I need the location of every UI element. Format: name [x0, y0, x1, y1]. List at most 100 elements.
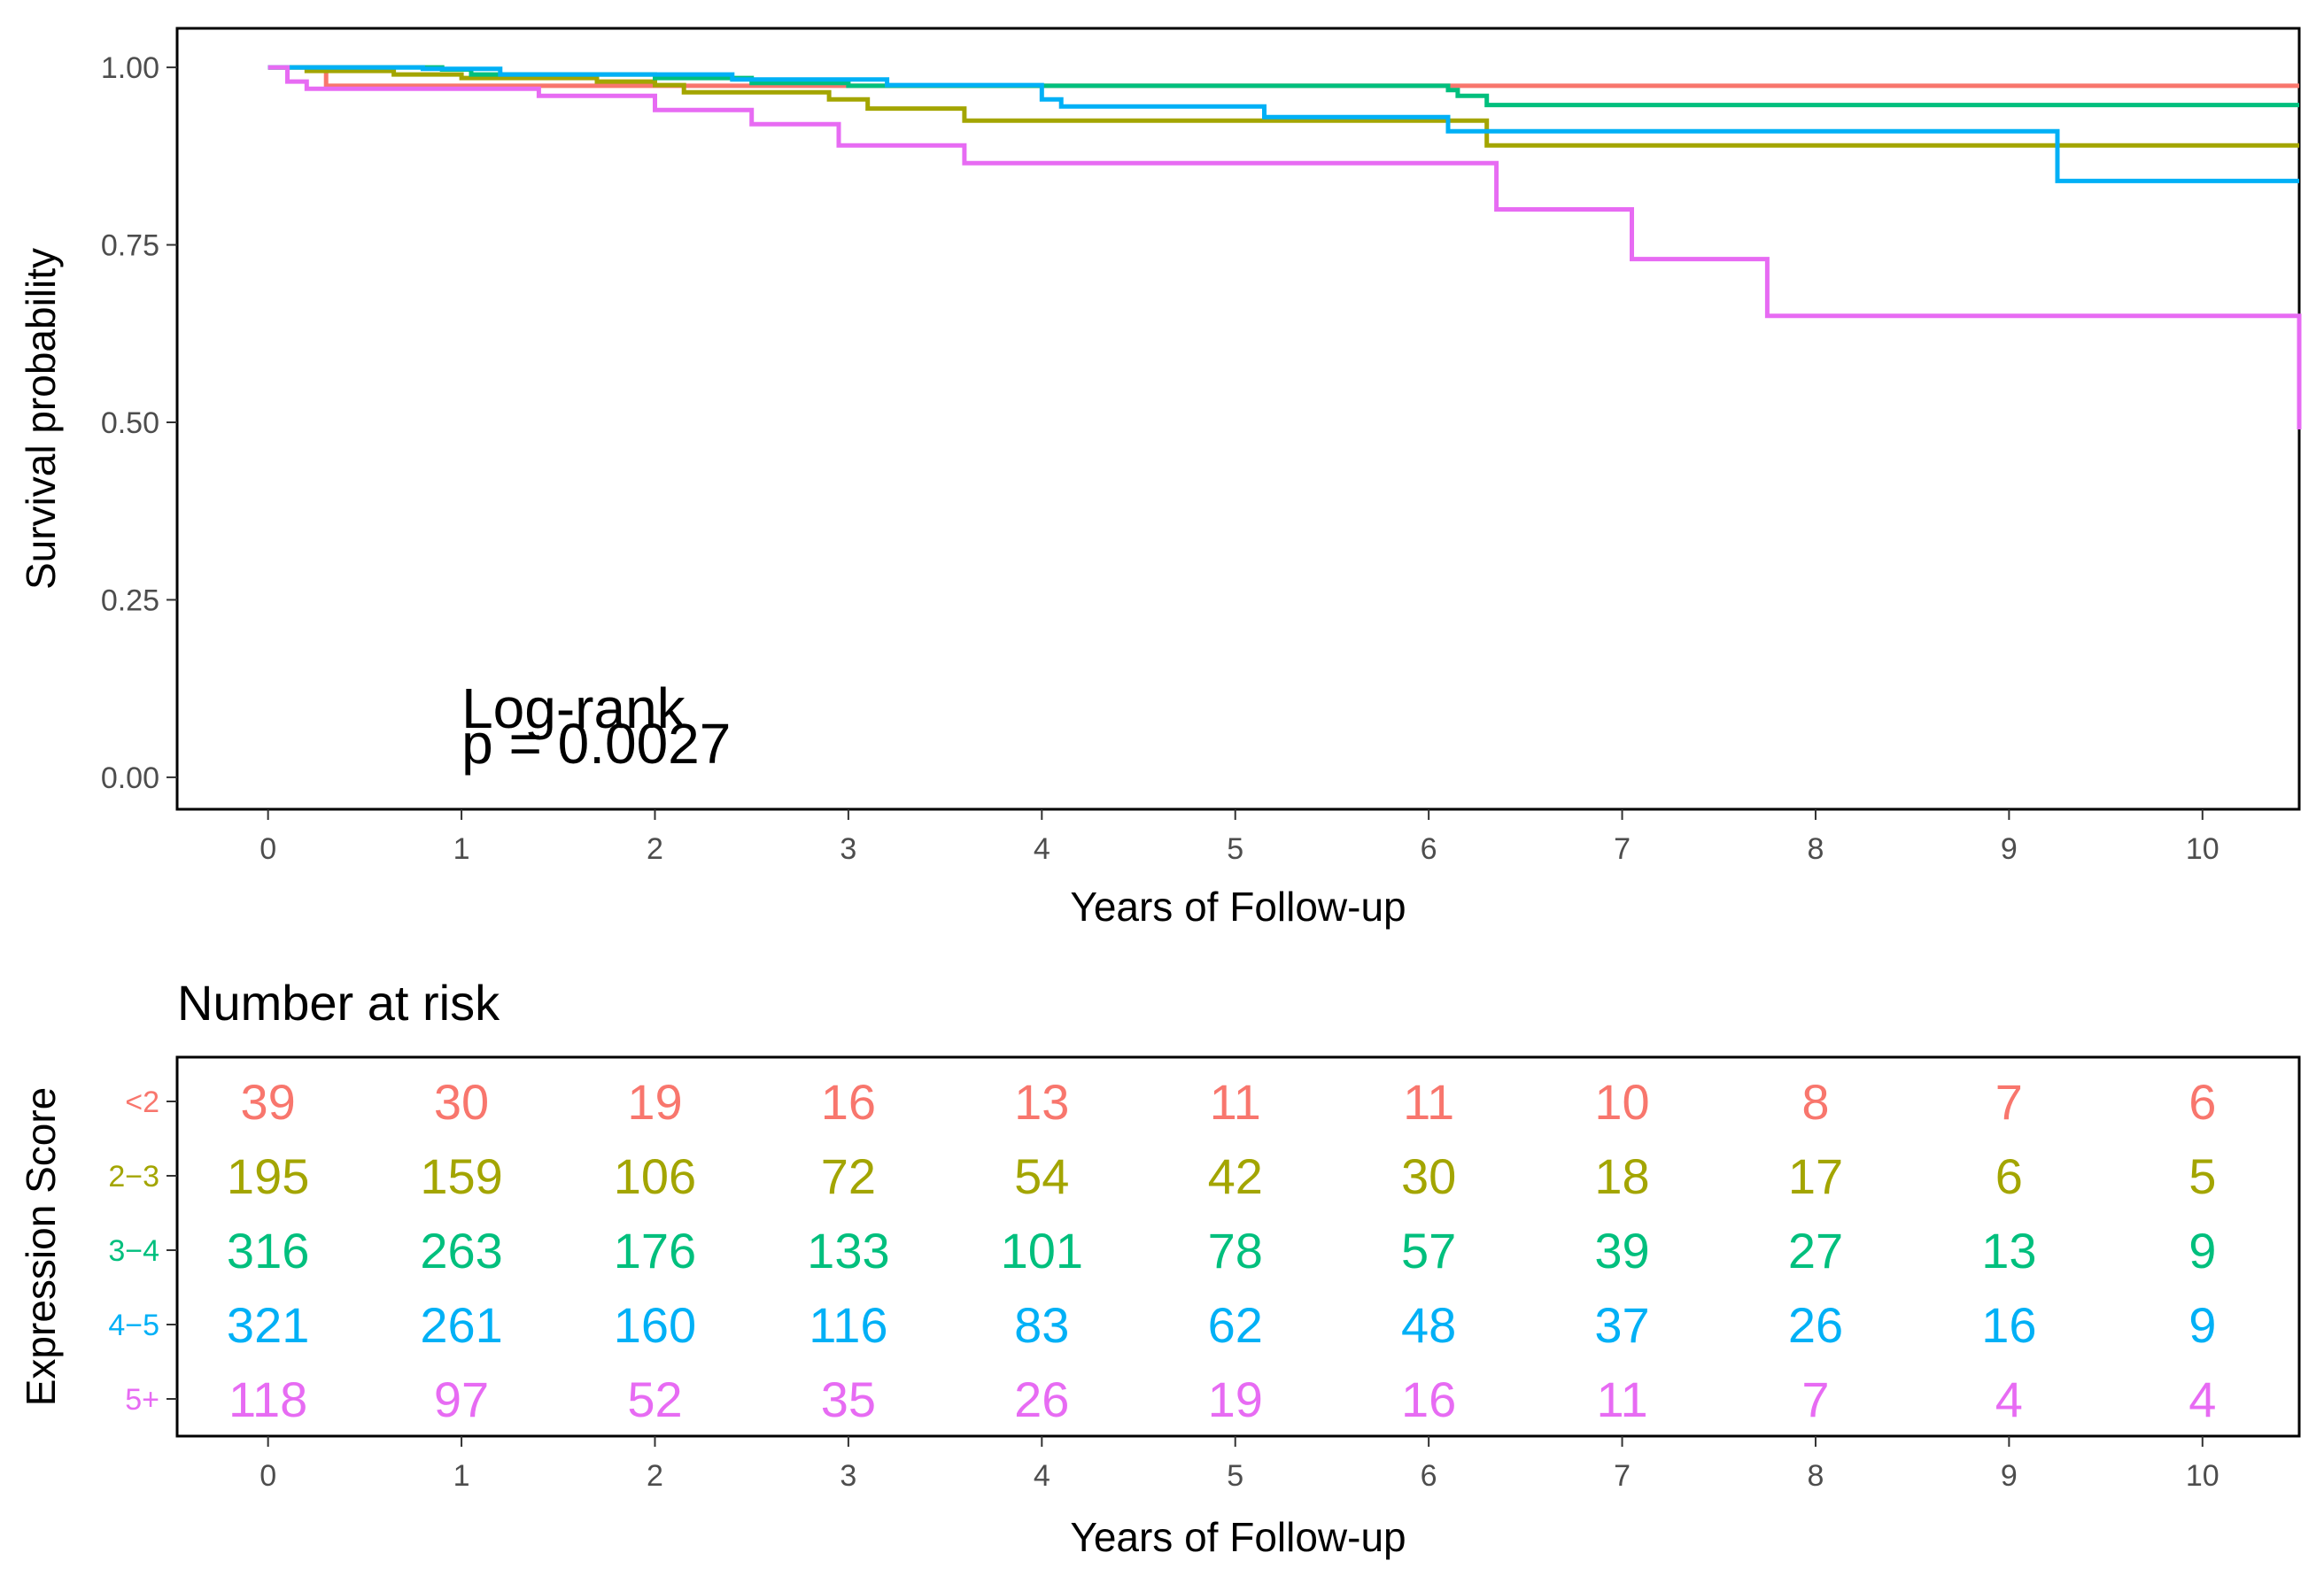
risk-cell: 261 — [420, 1297, 502, 1353]
risk-cell: 4 — [2188, 1371, 2216, 1427]
y-tick-label: 0.00 — [101, 761, 159, 795]
risk-x-axis-title: Years of Follow-up — [1070, 1514, 1406, 1560]
risk-panel-border — [175, 1055, 2301, 1438]
survival-axes: 0.00 0.25 0.50 0.75 1.00 0 1 2 3 4 5 6 7 8 9 10 — [101, 27, 2301, 866]
risk-cell: 159 — [420, 1148, 502, 1204]
survival-labels: Years of Follow-up Survival probability Lo… — [18, 248, 1406, 930]
x-tick-label: 7 — [1614, 832, 1631, 866]
x-tick-label: 3 — [840, 832, 856, 866]
risk-x-tick-label: 4 — [1034, 1459, 1050, 1493]
risk-cell: 52 — [627, 1371, 682, 1427]
y-tick-label: 0.75 — [101, 229, 159, 263]
risk-cell: 160 — [614, 1297, 696, 1353]
risk-cell: 7 — [1995, 1074, 2023, 1130]
risk-cell: 5 — [2188, 1148, 2216, 1204]
y-tick-label: 0.50 — [101, 406, 159, 440]
risk-cell: 16 — [821, 1074, 876, 1130]
risk-x-tick-label: 8 — [1808, 1459, 1824, 1493]
risk-row-label: 5+ — [125, 1383, 159, 1417]
risk-cell: 19 — [1208, 1371, 1263, 1427]
logrank-label: Log-rank — [461, 676, 686, 740]
risk-x-tick-label: 9 — [2001, 1459, 2018, 1493]
risk-cell: 39 — [1594, 1223, 1649, 1279]
risk-cell: 48 — [1401, 1297, 1456, 1353]
risk-x-tick-label: 5 — [1227, 1459, 1243, 1493]
risk-x-tick-label: 2 — [647, 1459, 663, 1493]
risk-cell: 11 — [1596, 1371, 1647, 1427]
risk-cell: 16 — [1401, 1371, 1456, 1427]
x-tick-label: 8 — [1808, 832, 1824, 866]
risk-cell: 26 — [1788, 1297, 1843, 1353]
risk-cell: 17 — [1788, 1148, 1843, 1204]
risk-y-axis-title: Expression Score — [18, 1087, 64, 1407]
risk-table-title: Number at risk — [177, 975, 500, 1031]
risk-x-tick-label: 10 — [2186, 1459, 2219, 1493]
y-axis-title: Survival probability — [18, 248, 64, 590]
risk-cell: 42 — [1208, 1148, 1263, 1204]
risk-cell: 30 — [434, 1074, 489, 1130]
risk-row-label: 3−4 — [108, 1234, 159, 1268]
risk-cell: 6 — [1995, 1148, 2023, 1204]
risk-cell: 57 — [1401, 1223, 1456, 1279]
risk-cell: 54 — [1014, 1148, 1069, 1204]
risk-cell: 26 — [1014, 1371, 1069, 1427]
risk-cell: 37 — [1594, 1297, 1649, 1353]
x-tick-label: 5 — [1227, 832, 1243, 866]
risk-x-tick-label: 7 — [1614, 1459, 1631, 1493]
risk-cell: 8 — [1801, 1074, 1829, 1130]
risk-cell: 13 — [1014, 1074, 1069, 1130]
risk-cell: 16 — [1981, 1297, 2036, 1353]
risk-cell: 78 — [1208, 1223, 1263, 1279]
risk-cell: 10 — [1594, 1074, 1649, 1130]
survival-curve-4-5 — [267, 65, 2299, 183]
risk-cell: 27 — [1788, 1223, 1843, 1279]
survival-curves — [267, 65, 2302, 429]
risk-cell: 116 — [809, 1297, 887, 1353]
survival-curve-5+ — [267, 65, 2302, 429]
x-tick-label: 6 — [1421, 832, 1437, 866]
risk-cell: 195 — [227, 1148, 309, 1204]
p-value-label: p = 0.0027 — [461, 712, 731, 776]
risk-x-tick-label: 3 — [840, 1459, 856, 1493]
risk-cell: 106 — [614, 1148, 696, 1204]
y-tick-label: 1.00 — [101, 51, 159, 85]
risk-cell: 176 — [614, 1223, 696, 1279]
risk-cell: 7 — [1801, 1371, 1829, 1427]
risk-cell: 13 — [1981, 1223, 2036, 1279]
risk-row-label: 2−3 — [108, 1160, 159, 1194]
risk-cell: 11 — [1210, 1074, 1261, 1130]
x-tick-label: 10 — [2186, 832, 2219, 866]
risk-cell: 35 — [821, 1371, 876, 1427]
risk-cell: 9 — [2188, 1223, 2216, 1279]
risk-cell: 18 — [1594, 1148, 1649, 1204]
risk-cell: 101 — [1001, 1223, 1083, 1279]
risk-cell: 72 — [821, 1148, 876, 1204]
x-tick-label: 2 — [647, 832, 663, 866]
x-tick-label: 4 — [1034, 832, 1050, 866]
risk-cell: 6 — [2188, 1074, 2216, 1130]
x-axis-title: Years of Follow-up — [1070, 884, 1406, 930]
risk-cell: 316 — [227, 1223, 309, 1279]
risk-cell: 19 — [627, 1074, 682, 1130]
risk-x-tick-label: 0 — [260, 1459, 276, 1493]
risk-x-tick-label: 1 — [453, 1459, 470, 1493]
risk-cell: 30 — [1401, 1148, 1456, 1204]
risk-cell: 97 — [434, 1371, 489, 1427]
risk-row-label: 4−5 — [108, 1309, 159, 1342]
risk-cell: 39 — [241, 1074, 296, 1130]
risk-cell: 11 — [1403, 1074, 1454, 1130]
survival-curve-2-3 — [267, 65, 2299, 148]
risk-cell: 263 — [420, 1223, 502, 1279]
risk-cell: 83 — [1014, 1297, 1069, 1353]
x-tick-label: 1 — [453, 832, 470, 866]
y-tick-label: 0.25 — [101, 583, 159, 617]
risk-cell: 133 — [807, 1223, 889, 1279]
x-tick-label: 9 — [2001, 832, 2018, 866]
risk-row-label: <2 — [125, 1085, 159, 1119]
risk-cell: 4 — [1995, 1371, 2023, 1427]
